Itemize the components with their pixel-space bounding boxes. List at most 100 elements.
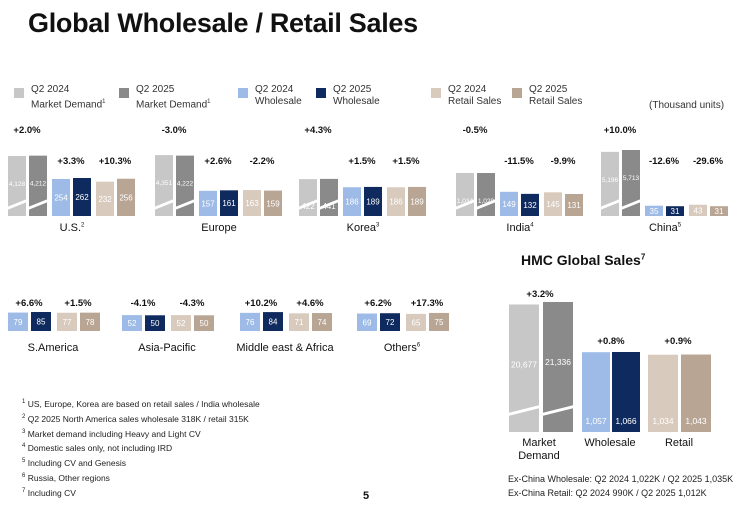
footnote: 2 Q2 2025 North America sales wholesale … — [22, 411, 260, 426]
footnote-text: Including CV — [27, 487, 76, 498]
bar — [456, 172, 474, 216]
change-percent: -2.2% — [249, 156, 275, 167]
category-label: Wholesale — [584, 437, 636, 449]
bar — [500, 191, 518, 216]
data-label: 189 — [366, 197, 380, 206]
bar — [171, 315, 191, 331]
bar — [710, 206, 728, 216]
data-label: 50 — [200, 319, 209, 328]
data-label: 5,713 — [623, 175, 640, 182]
data-label: 69 — [363, 318, 372, 327]
bar — [406, 313, 426, 331]
page-number: 5 — [363, 490, 370, 502]
data-label: 1,029 — [478, 198, 495, 205]
legend-swatch — [512, 88, 522, 98]
change-percent: +2.0% — [13, 125, 41, 136]
footnote: 1 US, Europe, Korea are based on retail … — [22, 396, 260, 411]
data-label: 262 — [75, 193, 89, 202]
change-percent: +1.5% — [348, 156, 376, 167]
exchina-retail: Ex-China Retail: Q2 2024 990K / Q2 2025 … — [508, 488, 707, 498]
legend-line1: Q2 2024 — [448, 84, 487, 95]
bar — [220, 190, 238, 216]
data-label: 1,043 — [685, 416, 707, 426]
bar — [299, 179, 317, 216]
data-label: 256 — [119, 193, 133, 202]
change-percent: +10.0% — [603, 125, 637, 136]
legend-line2: Retail Sales — [529, 96, 583, 107]
region-label: Middle east & Africa — [236, 342, 334, 354]
page-title: Global Wholesale / Retail Sales — [28, 8, 418, 38]
legend-line1: Q2 2024 — [255, 84, 294, 95]
bar — [622, 150, 640, 216]
data-label: 1,034 — [652, 416, 674, 426]
bar — [521, 193, 539, 216]
data-label: 145 — [546, 200, 560, 209]
legend-swatch — [14, 88, 24, 98]
axis-break-mark — [476, 199, 496, 210]
bar — [122, 315, 142, 331]
data-label: 5,196 — [602, 177, 619, 184]
region-label: Others6 — [383, 342, 421, 354]
legend-line2: Market Demand — [31, 99, 103, 111]
change-percent: -4.3% — [179, 298, 205, 309]
data-label: 4,212 — [30, 181, 47, 188]
change-percent: +4.6% — [296, 298, 324, 309]
bar — [648, 354, 678, 432]
footnote-number: 3 — [22, 428, 26, 435]
change-percent: +4.3% — [304, 125, 332, 136]
axis-break-mark — [600, 199, 620, 210]
legend-line1: Q2 2025 — [136, 84, 175, 95]
category-label: Demand — [518, 450, 560, 462]
units-label: (Thousand units) — [649, 100, 725, 111]
data-label: 76 — [246, 318, 255, 327]
legend-swatch — [238, 88, 248, 98]
bar — [57, 312, 77, 331]
bar — [176, 155, 194, 216]
bar — [29, 155, 47, 216]
axis-break-mark — [175, 199, 195, 210]
bar — [264, 190, 282, 216]
bar — [509, 304, 539, 432]
bar — [320, 178, 338, 216]
data-label: 78 — [86, 318, 95, 327]
legend-line2: Retail Sales — [448, 96, 502, 107]
data-label: 4,222 — [177, 181, 194, 188]
legend-line2: Wholesale — [333, 96, 380, 107]
bar — [243, 190, 261, 216]
change-percent: -9.9% — [550, 156, 576, 167]
data-label: 84 — [269, 318, 278, 327]
footnote: 7 Including CV — [22, 485, 260, 500]
legend-line2: Market Demand — [136, 99, 208, 111]
change-percent: -0.5% — [462, 125, 488, 136]
change-percent: -29.6% — [692, 156, 724, 167]
footnote-text: Russia, Other regions — [27, 472, 110, 483]
footnote-text: Domestic sales only, not including IRD — [27, 443, 173, 454]
region-label: Europe — [201, 222, 237, 234]
bar — [565, 194, 583, 216]
axis-break-mark — [455, 199, 475, 210]
change-percent: +3.2% — [526, 289, 554, 300]
region-label: Korea3 — [346, 222, 380, 234]
change-percent: +10.2% — [244, 298, 278, 309]
footnote: 5 Including CV and Genesis — [22, 455, 260, 470]
legend-sup: 1 — [102, 99, 106, 105]
axis-break-mark — [298, 199, 318, 210]
footnote-text: US, Europe, Korea are based on retail sa… — [27, 398, 260, 409]
data-label: 77 — [63, 318, 72, 327]
bar — [73, 178, 91, 216]
data-label: 1,057 — [585, 416, 607, 426]
data-label: 131 — [567, 201, 581, 210]
legend-line1: Q2 2025 — [333, 84, 372, 95]
footnote-number: 1 — [22, 399, 26, 405]
data-label: 85 — [37, 318, 46, 327]
legend-line1: Q2 2025 — [529, 84, 568, 95]
change-percent: -4.1% — [130, 298, 156, 309]
bar — [199, 190, 217, 216]
legend-swatch — [316, 88, 326, 98]
change-percent: +6.2% — [364, 298, 392, 309]
hmc-global-sales-title: HMC Global Sales7 — [521, 252, 645, 268]
bar — [477, 173, 495, 216]
bar — [681, 354, 711, 432]
change-percent: +1.5% — [392, 156, 420, 167]
region-label: China5 — [648, 222, 682, 234]
